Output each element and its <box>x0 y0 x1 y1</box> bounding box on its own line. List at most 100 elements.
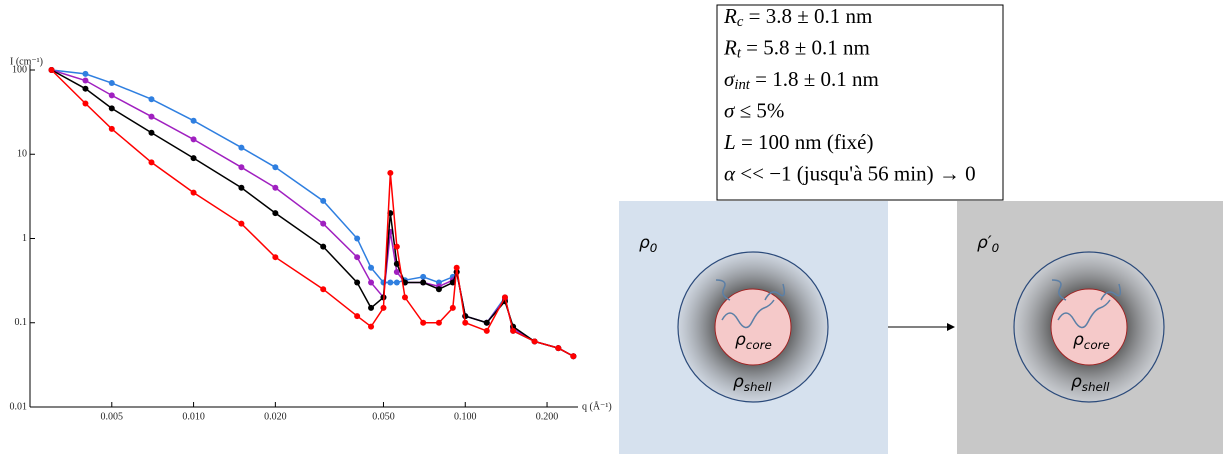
core-label: ρcore <box>735 330 772 352</box>
subscript: int <box>734 77 750 93</box>
symbol: ρ <box>733 372 744 392</box>
x-axis-label: q (Å⁻¹) <box>582 400 612 412</box>
symbol: R <box>723 35 737 59</box>
point <box>420 273 427 280</box>
shell-label: ρshell <box>733 372 772 394</box>
subscript: t <box>737 46 742 62</box>
point <box>393 243 400 250</box>
point <box>238 164 245 171</box>
point <box>401 294 408 301</box>
series-line <box>51 69 574 357</box>
point <box>368 264 375 271</box>
subscript: 0 <box>992 241 1000 255</box>
y-tick-label: 10 <box>17 149 27 160</box>
x-tick-label: 0.050 <box>372 411 395 422</box>
subscript: core <box>746 338 772 352</box>
point <box>238 184 245 191</box>
point <box>387 169 394 176</box>
point <box>320 197 327 204</box>
point <box>320 286 327 293</box>
point <box>435 319 442 326</box>
symbol: σ <box>724 98 736 122</box>
subscript: shell <box>1082 380 1110 394</box>
point <box>420 319 427 326</box>
point <box>510 327 517 334</box>
point <box>368 323 375 330</box>
y-tick-label: 100 <box>12 64 27 75</box>
point <box>387 279 394 286</box>
point <box>272 184 279 191</box>
symbol: ρ <box>1071 372 1082 392</box>
point <box>148 113 155 120</box>
point <box>449 304 456 311</box>
point <box>393 279 400 286</box>
point <box>420 279 427 286</box>
point <box>108 105 115 112</box>
symbol: R <box>723 4 737 28</box>
particle <box>1013 251 1165 403</box>
point <box>190 189 197 196</box>
symbol: ρ <box>735 330 746 350</box>
point <box>462 319 469 326</box>
x-tick-label: 0.200 <box>536 411 559 422</box>
rest: = 5.8 ± 0.1 nm <box>741 35 870 59</box>
parameter-box <box>716 4 1004 201</box>
symbol: ρ <box>639 233 650 253</box>
point <box>272 210 279 217</box>
parameter: Rc = 3.8 ± 0.1 nm <box>723 4 872 31</box>
rest: = 3.8 ± 0.1 nm <box>743 4 872 28</box>
point <box>435 286 442 293</box>
point <box>570 353 577 360</box>
point <box>82 100 89 107</box>
medium-label: ρ′0 <box>977 233 999 255</box>
parameter: σint = 1.8 ± 0.1 nm <box>724 67 879 94</box>
parameter: σ ≤ 5% <box>724 98 784 122</box>
point <box>368 304 375 311</box>
point <box>190 155 197 162</box>
point <box>354 313 361 320</box>
shell-label: ρshell <box>1071 372 1110 394</box>
point <box>368 279 375 286</box>
symbol: L <box>723 130 736 154</box>
point <box>531 338 538 345</box>
point <box>108 125 115 132</box>
point <box>148 129 155 136</box>
point <box>393 269 400 276</box>
x-tick-label: 0.100 <box>454 411 477 422</box>
parameter: Rt = 5.8 ± 0.1 nm <box>723 35 870 62</box>
point <box>82 85 89 92</box>
y-tick-label: 0.1 <box>15 317 28 328</box>
x-tick-label: 0.005 <box>101 411 124 422</box>
point <box>190 136 197 143</box>
point <box>108 80 115 87</box>
rest: ≤ 5% <box>734 98 784 122</box>
y-axis-label: I (cm⁻¹) <box>10 56 43 67</box>
symbol: ρ′ <box>977 233 992 253</box>
point <box>238 220 245 227</box>
particle <box>677 251 829 403</box>
point <box>82 70 89 77</box>
point <box>354 235 361 242</box>
point <box>272 164 279 171</box>
point <box>82 77 89 84</box>
point <box>320 243 327 250</box>
point <box>354 254 361 261</box>
point <box>238 144 245 151</box>
y-tick-label: 0.01 <box>10 401 28 412</box>
point <box>354 279 361 286</box>
subscript: core <box>1084 338 1110 352</box>
rest: = 1.8 ± 0.1 nm <box>750 67 879 91</box>
point <box>148 96 155 103</box>
point <box>483 319 490 326</box>
point <box>449 279 456 286</box>
point <box>483 327 490 334</box>
point <box>393 260 400 267</box>
rest: << −1 (jusqu'à 56 min) → 0 <box>735 161 976 185</box>
point <box>190 117 197 124</box>
rest: = 100 nm (fixé) <box>736 130 874 154</box>
parameter: L = 100 nm (fixé) <box>723 130 874 154</box>
point <box>148 159 155 166</box>
subscript: 0 <box>650 241 658 255</box>
